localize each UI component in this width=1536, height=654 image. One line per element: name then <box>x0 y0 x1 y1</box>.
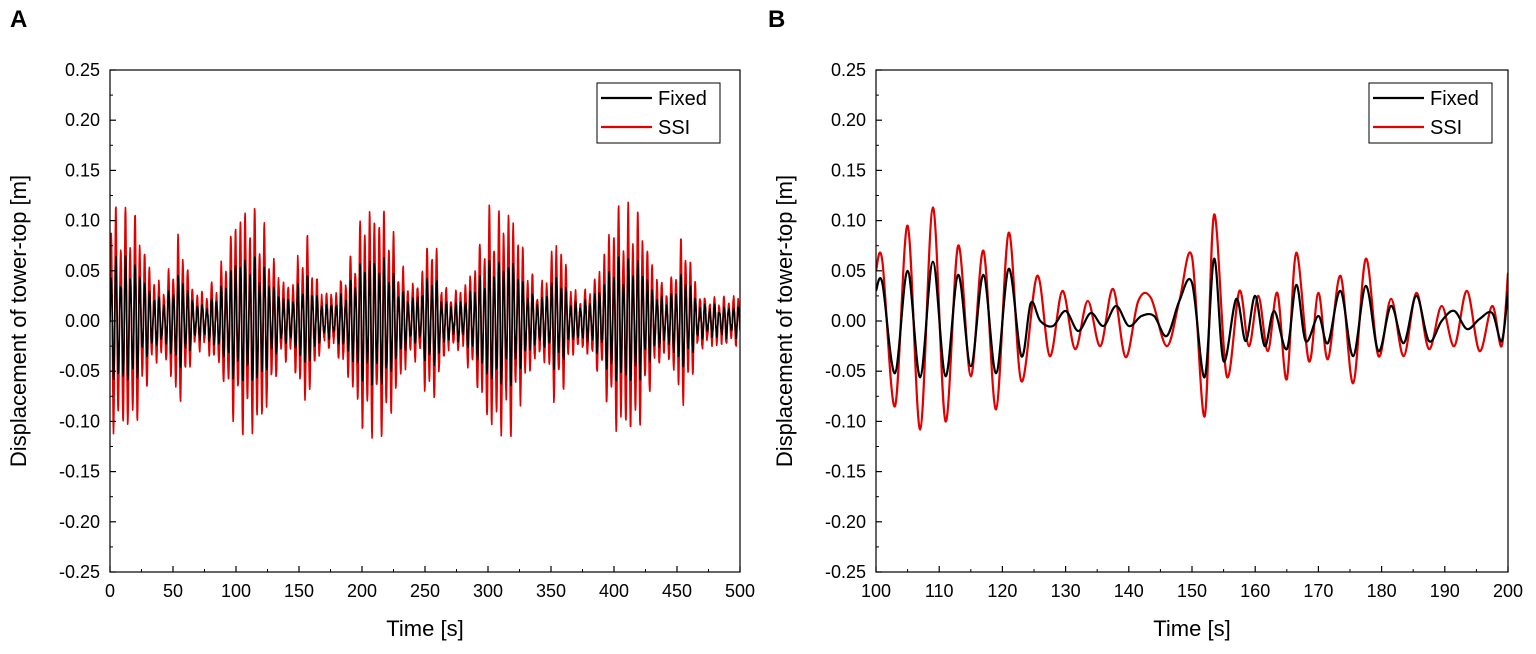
series-group <box>110 201 740 439</box>
x-tick-label: 100 <box>221 581 251 601</box>
series-line-ssi <box>876 206 1508 431</box>
x-tick-label: 300 <box>473 581 503 601</box>
x-axis-label: Time [s] <box>386 616 463 641</box>
x-tick-label: 130 <box>1051 581 1081 601</box>
y-tick-label: -0.10 <box>59 411 100 431</box>
y-tick-label: -0.20 <box>59 512 100 532</box>
series-line-ssi <box>110 201 740 439</box>
series-line-fixed <box>110 255 740 387</box>
legend-box <box>596 82 721 144</box>
y-tick-label: -0.20 <box>825 512 866 532</box>
y-tick-label: -0.15 <box>59 462 100 482</box>
x-tick-label: 150 <box>1177 581 1207 601</box>
legend-label-ssi: SSI <box>658 117 690 139</box>
x-tick-label: 50 <box>163 581 183 601</box>
x-tick-label: 200 <box>347 581 377 601</box>
legend: Fixed SSI <box>596 82 721 144</box>
panel-label-b: B <box>768 6 786 33</box>
chart-a: 0.25 0.20 0.15 0.10 0.05 0.00 -0.05 -0.10 -0.15 -… <box>6 60 755 641</box>
series-line-fixed <box>876 257 1508 379</box>
y-tick-label: -0.25 <box>59 562 100 582</box>
x-tick-label: 160 <box>1240 581 1270 601</box>
x-tick-label: 180 <box>1367 581 1397 601</box>
x-tick-label: 0 <box>105 581 115 601</box>
y-tick-label: 0.15 <box>831 160 866 180</box>
legend-label-fixed: Fixed <box>1430 88 1479 110</box>
y-tick-label: -0.25 <box>825 562 866 582</box>
x-axis-label: Time [s] <box>1153 616 1230 641</box>
x-tick-label: 190 <box>1430 581 1460 601</box>
x-tick-label: 120 <box>987 581 1017 601</box>
x-tick-label: 450 <box>662 581 692 601</box>
y-axis-label: Displacement of tower-top [m] <box>6 175 31 467</box>
chart-b: 0.25 0.20 0.15 0.10 0.05 0.00 -0.05 -0.10 -0.15 -… <box>772 60 1523 641</box>
legend-box <box>1368 82 1493 144</box>
x-tick-label: 100 <box>861 581 891 601</box>
plot-frame <box>875 69 1509 573</box>
legend-label-fixed: Fixed <box>658 88 707 110</box>
panel-label-a: A <box>10 6 28 33</box>
y-tick-label: 0.10 <box>831 211 866 231</box>
y-tick-label: -0.10 <box>825 411 866 431</box>
y-tick-label: 0.25 <box>65 60 100 80</box>
y-tick-label: 0.20 <box>831 110 866 130</box>
x-tick-label: 400 <box>599 581 629 601</box>
x-tick-label: 250 <box>410 581 440 601</box>
x-tick-label: 140 <box>1114 581 1144 601</box>
x-tick-label: 170 <box>1303 581 1333 601</box>
y-tick-label: 0.25 <box>831 60 866 80</box>
x-tick-label: 350 <box>536 581 566 601</box>
y-tick-label: -0.05 <box>825 361 866 381</box>
x-tick-label: 110 <box>925 581 954 601</box>
legend: Fixed SSI <box>1368 82 1493 144</box>
series-group <box>876 206 1508 431</box>
y-tick-label: 0.20 <box>65 110 100 130</box>
x-tick-label: 150 <box>284 581 314 601</box>
y-tick-label: -0.05 <box>59 361 100 381</box>
y-tick-label: -0.15 <box>825 462 866 482</box>
y-axis-label: Displacement of tower-top [m] <box>772 175 797 467</box>
y-tick-label: 0.00 <box>831 311 866 331</box>
y-tick-label: 0.00 <box>65 311 100 331</box>
legend-label-ssi: SSI <box>1430 117 1462 139</box>
y-tick-label: 0.15 <box>65 160 100 180</box>
x-tick-label: 500 <box>725 581 755 601</box>
y-tick-label: 0.05 <box>65 261 100 281</box>
y-tick-label: 0.10 <box>65 211 100 231</box>
y-tick-label: 0.05 <box>831 261 866 281</box>
x-tick-label: 200 <box>1493 581 1523 601</box>
